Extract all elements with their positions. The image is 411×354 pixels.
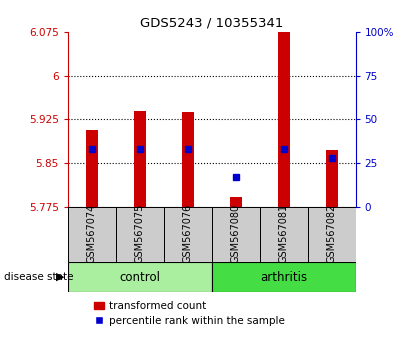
Bar bbox=[260, 207, 307, 262]
Legend: transformed count, percentile rank within the sample: transformed count, percentile rank withi… bbox=[94, 301, 285, 326]
Bar bbox=[326, 150, 337, 207]
Text: GSM567075: GSM567075 bbox=[135, 204, 145, 263]
Text: GSM567076: GSM567076 bbox=[183, 204, 193, 263]
Text: GSM567081: GSM567081 bbox=[279, 204, 289, 263]
Text: GSM567080: GSM567080 bbox=[231, 204, 240, 263]
Text: control: control bbox=[119, 270, 160, 284]
Text: ▶: ▶ bbox=[55, 272, 64, 282]
Text: GSM567074: GSM567074 bbox=[87, 204, 97, 263]
Bar bbox=[277, 32, 290, 207]
Bar bbox=[212, 262, 356, 292]
Bar bbox=[182, 112, 194, 207]
Bar bbox=[116, 207, 164, 262]
Title: GDS5243 / 10355341: GDS5243 / 10355341 bbox=[140, 16, 283, 29]
Text: disease state: disease state bbox=[4, 272, 74, 282]
Bar bbox=[230, 196, 242, 207]
Bar bbox=[307, 207, 356, 262]
Bar bbox=[134, 111, 146, 207]
Bar bbox=[212, 207, 260, 262]
Bar bbox=[68, 207, 116, 262]
Text: arthritis: arthritis bbox=[260, 270, 307, 284]
Text: GSM567082: GSM567082 bbox=[327, 204, 337, 263]
Bar bbox=[68, 262, 212, 292]
Bar bbox=[164, 207, 212, 262]
Bar bbox=[86, 130, 98, 207]
